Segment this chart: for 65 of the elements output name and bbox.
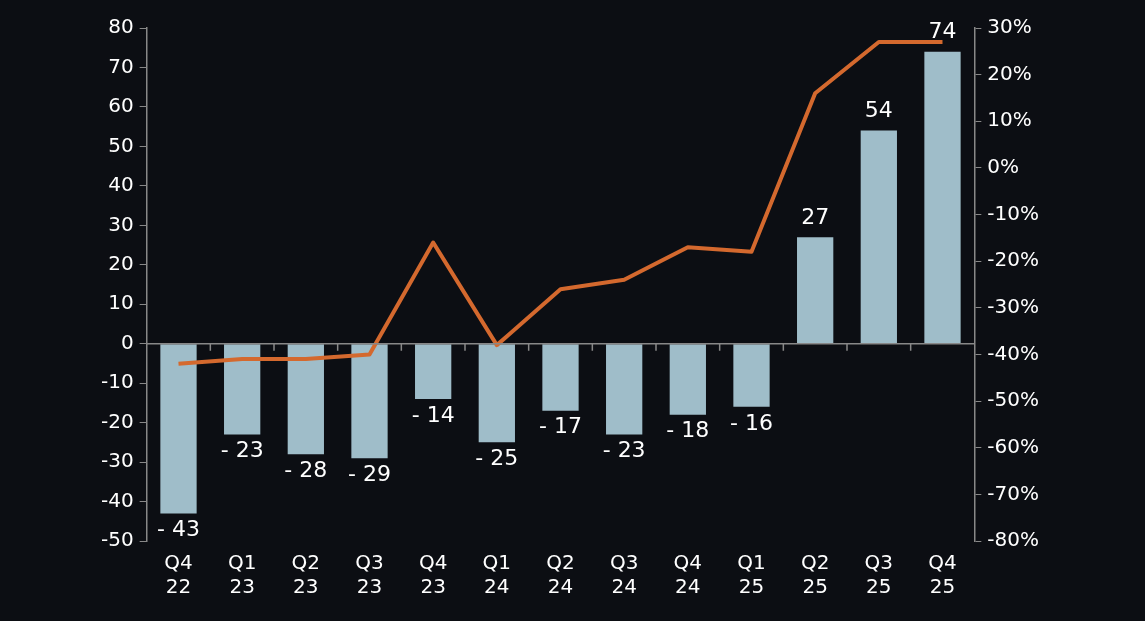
y-tick-label: 0 xyxy=(120,329,134,354)
y-tick-label: 20 xyxy=(108,250,134,275)
x-tick-label: Q1 25 xyxy=(737,550,766,599)
y2-tick-label: -30% xyxy=(987,294,1039,319)
y2-tick-label: -20% xyxy=(987,247,1039,272)
x-tick-label: Q4 22 xyxy=(164,550,193,599)
y-tick-label: 80 xyxy=(108,14,134,39)
data-label: - 23 xyxy=(220,437,264,463)
x-tick-label: Q2 23 xyxy=(291,550,321,599)
y-tick-label: -40 xyxy=(100,487,134,512)
data-label: 74 xyxy=(928,18,957,44)
y-tick-label: -10 xyxy=(100,369,134,394)
x-tick-label: Q1 23 xyxy=(227,550,257,599)
data-label: - 23 xyxy=(602,437,646,463)
bar xyxy=(733,344,770,407)
y-tick-label: 40 xyxy=(108,172,134,197)
bar xyxy=(224,344,261,435)
x-tick-label: Q1 24 xyxy=(482,550,512,599)
y-tick-label: 30 xyxy=(108,211,134,236)
y2-tick-label: 30% xyxy=(987,14,1032,39)
y-tick-label: 10 xyxy=(108,290,134,315)
y2-tick-label: -40% xyxy=(987,340,1039,365)
data-label: - 14 xyxy=(411,401,455,427)
bar xyxy=(478,344,515,443)
bar xyxy=(797,237,834,344)
bar xyxy=(860,130,897,344)
y-tick-label: -20 xyxy=(100,408,134,433)
x-tick-label: Q3 24 xyxy=(609,550,639,599)
y2-tick-label: -10% xyxy=(987,200,1039,225)
x-tick-label: Q2 24 xyxy=(546,550,575,599)
bar xyxy=(606,344,643,435)
data-label: - 29 xyxy=(348,460,391,486)
data-label: - 25 xyxy=(475,445,519,471)
y-tick-label: -50 xyxy=(100,527,134,552)
x-tick-label: Q4 23 xyxy=(418,550,448,599)
y-tick-label: 70 xyxy=(108,53,134,78)
x-tick-label: Q3 25 xyxy=(864,550,894,599)
bar xyxy=(542,344,579,411)
data-label: 27 xyxy=(801,203,830,229)
y-tick-label: -30 xyxy=(100,448,134,473)
data-label: - 16 xyxy=(730,409,773,435)
x-tick-label: Q3 23 xyxy=(355,550,384,599)
bar xyxy=(669,344,706,415)
y2-tick-label: 20% xyxy=(987,60,1032,85)
y2-tick-label: 0% xyxy=(987,154,1020,179)
data-label: - 43 xyxy=(157,516,200,542)
x-tick-label: Q4 24 xyxy=(673,550,703,599)
y-tick-label: 60 xyxy=(108,93,134,118)
data-label: - 17 xyxy=(539,413,582,439)
bar xyxy=(160,344,197,514)
y-tick-label: 50 xyxy=(108,132,134,157)
x-tick-label: Q2 25 xyxy=(800,550,830,599)
data-label: 54 xyxy=(864,97,893,123)
data-label: - 18 xyxy=(666,417,710,443)
bar xyxy=(351,344,388,459)
y2-tick-label: -60% xyxy=(987,433,1039,458)
y2-tick-label: 10% xyxy=(987,107,1032,132)
y2-tick-label: -50% xyxy=(987,387,1039,412)
bar xyxy=(287,344,324,455)
y2-tick-label: -80% xyxy=(987,527,1039,552)
y2-tick-label: -70% xyxy=(987,480,1039,505)
data-label: - 28 xyxy=(284,456,328,482)
x-tick-label: Q4 25 xyxy=(928,550,957,599)
bar xyxy=(924,51,961,344)
bar xyxy=(415,344,452,399)
